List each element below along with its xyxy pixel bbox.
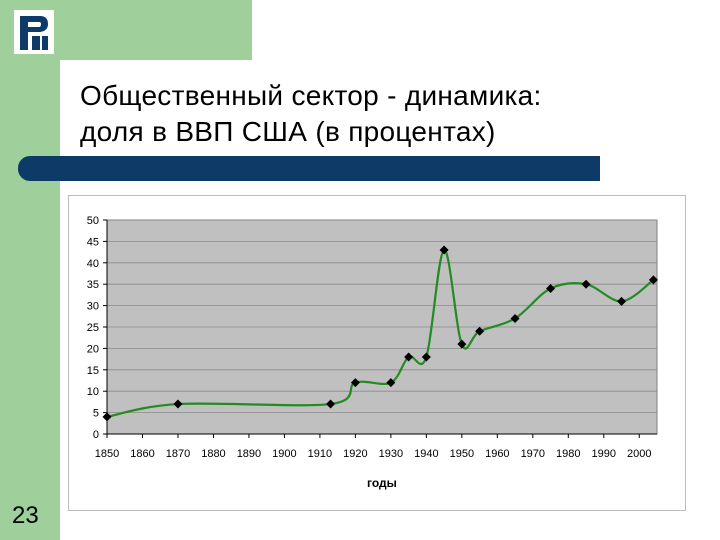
hse-logo-icon [14, 10, 54, 54]
sidebar-band [0, 0, 60, 540]
x-tick-label: 1970 [521, 448, 545, 460]
y-tick-label: 35 [87, 279, 99, 291]
data-point [648, 275, 658, 285]
data-point [404, 352, 414, 362]
x-tick-label: 1960 [485, 448, 509, 460]
data-point [457, 339, 467, 349]
x-tick-label: 1850 [95, 448, 119, 460]
x-tick-label: 1940 [414, 448, 438, 460]
x-tick-label: 1890 [237, 448, 261, 460]
x-tick-label: 1880 [201, 448, 225, 460]
chart-frame: 0 5 10 15 20 25 30 35 40 45 50 1850 1860 1870 1880 1890… [68, 195, 686, 511]
title-line-2: доля в ВВП США (в процентах) [80, 116, 496, 147]
data-point [102, 412, 112, 422]
y-tick-label: 15 [87, 365, 99, 377]
data-point [326, 399, 336, 409]
y-tick-label: 20 [87, 343, 99, 355]
data-point [350, 378, 360, 388]
slide-title: Общественный сектор - динамика: доля в В… [80, 78, 680, 150]
data-point [421, 352, 431, 362]
data-point [173, 399, 183, 409]
y-tick-label: 10 [87, 386, 99, 398]
x-axis-label: годы [367, 476, 397, 490]
data-point [510, 313, 520, 323]
x-tick-label: 2000 [627, 448, 651, 460]
x-tick-label: 1900 [272, 448, 296, 460]
x-tick-label: 1860 [130, 448, 154, 460]
x-tick-label: 1930 [379, 448, 403, 460]
data-point [386, 378, 396, 388]
y-tick-label: 5 [93, 408, 99, 420]
data-point [581, 279, 591, 289]
title-underline-bar [18, 156, 600, 181]
slide-number: 23 [12, 502, 39, 529]
x-tick-label: 1870 [166, 448, 190, 460]
y-tick-label: 0 [93, 429, 99, 441]
x-tick-label: 1910 [308, 448, 332, 460]
y-tick-label: 45 [87, 236, 99, 248]
y-tick-label: 50 [87, 215, 99, 227]
x-tick-label: 1980 [556, 448, 580, 460]
x-tick-label: 1990 [592, 448, 616, 460]
data-point [439, 245, 449, 255]
data-point [546, 283, 556, 293]
data-point [617, 296, 627, 306]
y-tick-label: 30 [87, 301, 99, 313]
line-chart: 0 5 10 15 20 25 30 35 40 45 50 1850 1860 1870 1880 1890… [87, 215, 658, 490]
data-point [475, 326, 485, 336]
x-tick-label: 1950 [450, 448, 474, 460]
y-tick-label: 40 [87, 258, 99, 270]
x-tick-label: 1920 [343, 448, 367, 460]
y-tick-label: 25 [87, 322, 99, 334]
title-line-1: Общественный сектор - динамика: [80, 80, 542, 111]
